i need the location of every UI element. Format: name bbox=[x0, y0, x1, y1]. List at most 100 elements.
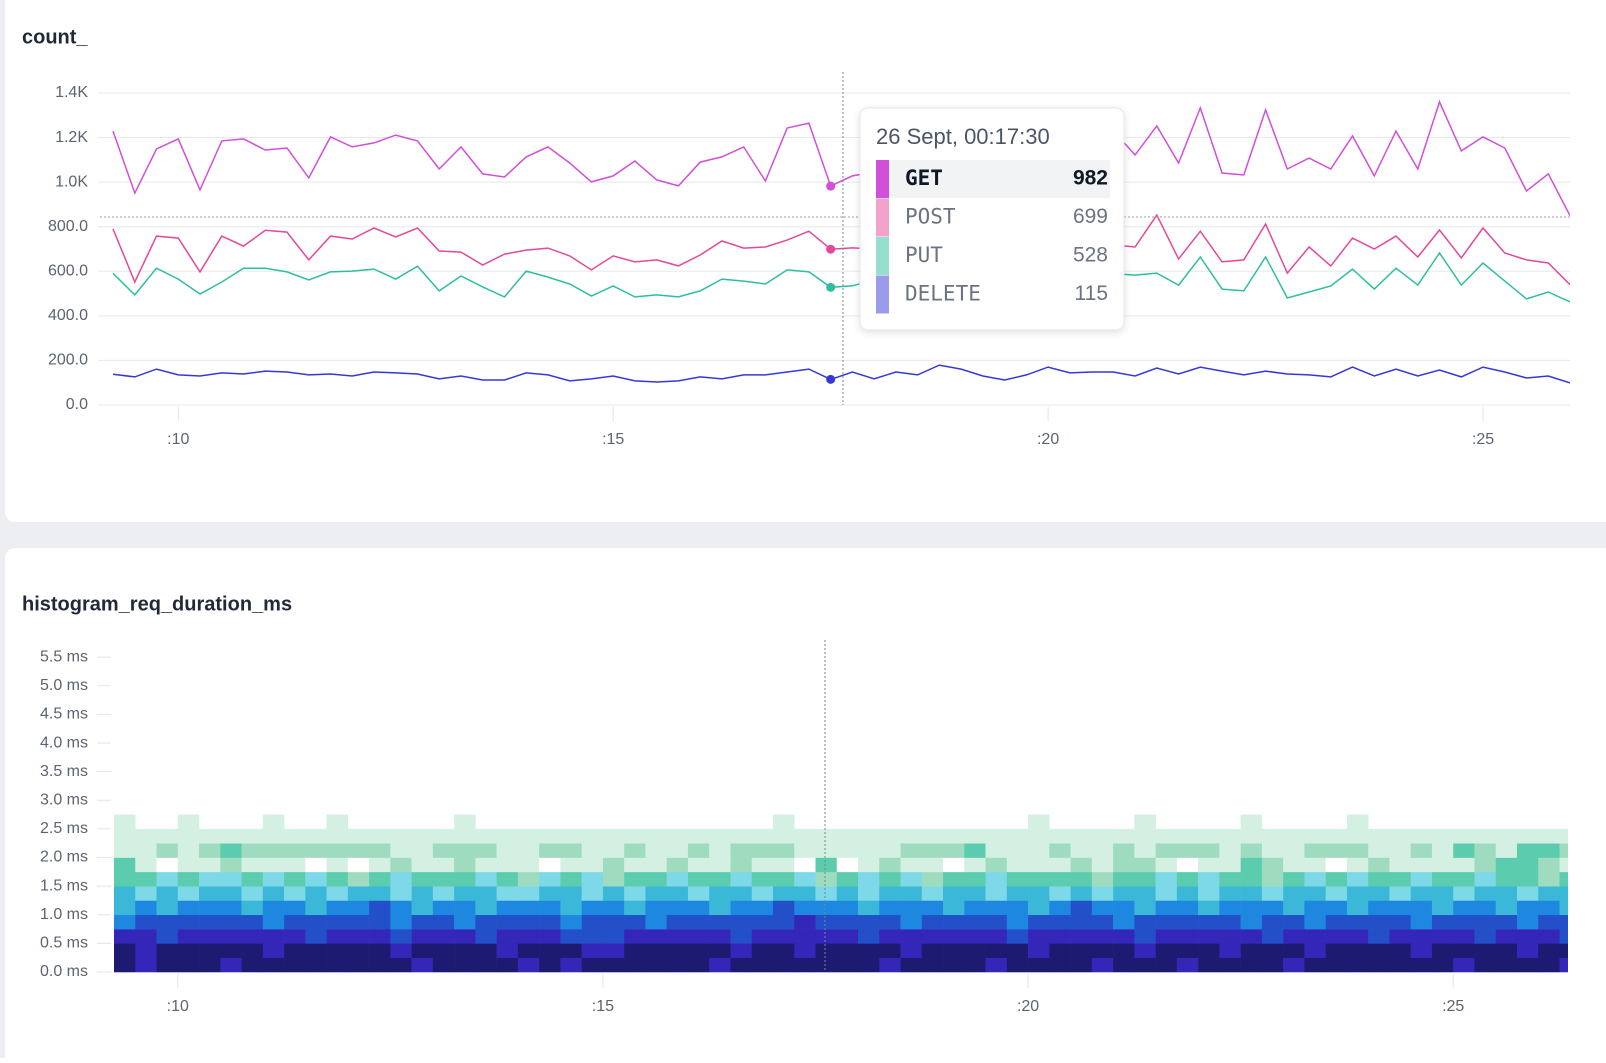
heatmap-cell bbox=[581, 943, 604, 958]
heatmap-cell bbox=[177, 914, 200, 930]
heatmap-cell bbox=[390, 929, 412, 944]
heatmap-cell bbox=[1346, 957, 1369, 973]
heatmap-cell bbox=[730, 900, 753, 916]
heatmap-cell bbox=[602, 871, 625, 887]
heatmap-cell bbox=[369, 957, 391, 973]
heatmap-cell bbox=[1410, 943, 1433, 958]
heatmap-cell bbox=[1516, 943, 1539, 958]
heatmap-cell bbox=[411, 871, 434, 887]
heatmap-cell bbox=[1389, 900, 1411, 916]
heatmap-cell bbox=[751, 828, 774, 844]
heatmap-cell bbox=[1240, 871, 1263, 887]
heatmap-cell bbox=[836, 900, 859, 916]
heatmap-cell bbox=[943, 871, 965, 887]
heatmap-cell bbox=[1261, 871, 1284, 887]
heatmap-cell bbox=[496, 957, 519, 973]
heatmap-cell bbox=[560, 929, 582, 944]
heatmap-cell bbox=[432, 843, 455, 858]
heatmap-cell bbox=[985, 914, 1008, 930]
heatmap-cell bbox=[1389, 957, 1411, 973]
heatmap-cell bbox=[1410, 929, 1433, 944]
heatmap-cell bbox=[666, 828, 689, 844]
heatmap-cell bbox=[560, 943, 582, 958]
tooltip-value: 699 bbox=[1073, 205, 1108, 228]
heatmap-cell bbox=[879, 929, 901, 944]
heatmap-cell bbox=[177, 943, 200, 958]
heatmap-cell bbox=[900, 857, 923, 873]
heatmap-cell bbox=[517, 828, 540, 844]
heatmap-cell bbox=[241, 900, 264, 916]
heatmap-cell bbox=[645, 886, 667, 901]
heatmap-cell bbox=[815, 843, 838, 858]
heatmap-cell bbox=[1134, 914, 1156, 930]
heatmap-cell bbox=[794, 900, 816, 916]
heatmap-cell bbox=[1091, 886, 1114, 901]
heatmap-cell bbox=[347, 886, 370, 901]
panel bbox=[5, 548, 1606, 1063]
heatmap-cell bbox=[943, 914, 965, 930]
heatmap-cell bbox=[177, 843, 200, 858]
heatmap-cell bbox=[114, 814, 136, 830]
heatmap-cell bbox=[305, 943, 327, 958]
heatmap-cell bbox=[539, 900, 561, 916]
tooltip-highlight bbox=[876, 160, 1110, 198]
heatmap-cell bbox=[220, 843, 242, 858]
heatmap-cell bbox=[879, 828, 901, 844]
heatmap-cell bbox=[1495, 943, 1518, 958]
tooltip-swatch bbox=[876, 237, 889, 275]
heatmap-cell bbox=[411, 914, 434, 930]
heatmap-cell bbox=[1368, 914, 1390, 930]
heatmap-cell bbox=[326, 914, 349, 930]
heatmap-cell bbox=[964, 843, 986, 858]
heatmap-cell bbox=[1261, 943, 1284, 958]
heatmap-cell bbox=[1474, 871, 1497, 887]
heatmap-cell bbox=[1431, 943, 1454, 958]
heatmap-cell bbox=[517, 843, 540, 858]
heatmap-cell bbox=[1495, 929, 1518, 944]
heatmap-cell bbox=[772, 914, 795, 930]
heatmap-cell bbox=[1431, 886, 1454, 901]
heatmap-cell bbox=[369, 900, 391, 916]
y-tick-label: 2.0 ms bbox=[40, 849, 88, 866]
heatmap-cell bbox=[1431, 871, 1454, 887]
heatmap-cell bbox=[177, 886, 200, 901]
heatmap-cell bbox=[1240, 943, 1263, 958]
heatmap-cell bbox=[1559, 957, 1568, 973]
heatmap-cell bbox=[1559, 871, 1568, 887]
heatmap-cell bbox=[560, 886, 582, 901]
heatmap-cell bbox=[687, 871, 710, 887]
heatmap-cell bbox=[1028, 871, 1050, 887]
heatmap-cell bbox=[220, 914, 242, 930]
heatmap-cell bbox=[1070, 929, 1093, 944]
heatmap-cell bbox=[666, 857, 689, 873]
heatmap-cell bbox=[241, 957, 264, 973]
heatmap-cell bbox=[1028, 943, 1050, 958]
heatmap-cell bbox=[135, 886, 157, 901]
heatmap-cell bbox=[815, 828, 838, 844]
heatmap-cell bbox=[1346, 814, 1369, 830]
heatmap-cell bbox=[156, 943, 179, 958]
heatmap-cell bbox=[751, 886, 774, 901]
heatmap-cell bbox=[1176, 957, 1199, 973]
heatmap-cell bbox=[1176, 871, 1199, 887]
heatmap-cell bbox=[1325, 886, 1348, 901]
heatmap-cell bbox=[1049, 957, 1071, 973]
heatmap-cell bbox=[1219, 886, 1241, 901]
line bbox=[112, 251, 1570, 303]
heatmap-cell bbox=[262, 900, 285, 916]
heatmap-cell bbox=[815, 929, 838, 944]
heatmap-cell bbox=[1219, 929, 1241, 944]
heatmap-cell bbox=[921, 828, 944, 844]
heatmap-cell bbox=[539, 886, 561, 901]
heatmap-cell bbox=[347, 957, 370, 973]
heatmap-cell bbox=[879, 943, 901, 958]
heatmap-cell bbox=[1453, 843, 1475, 858]
heatmap-cell bbox=[1516, 857, 1539, 873]
heatmap-cell bbox=[687, 828, 710, 844]
heatmap-cell bbox=[1070, 828, 1093, 844]
heatmap-cell bbox=[730, 857, 753, 873]
heatmap-cell bbox=[454, 900, 476, 916]
heatmap-cell bbox=[560, 843, 582, 858]
heatmap-cell bbox=[1516, 886, 1539, 901]
heatmap-cell bbox=[751, 957, 774, 973]
